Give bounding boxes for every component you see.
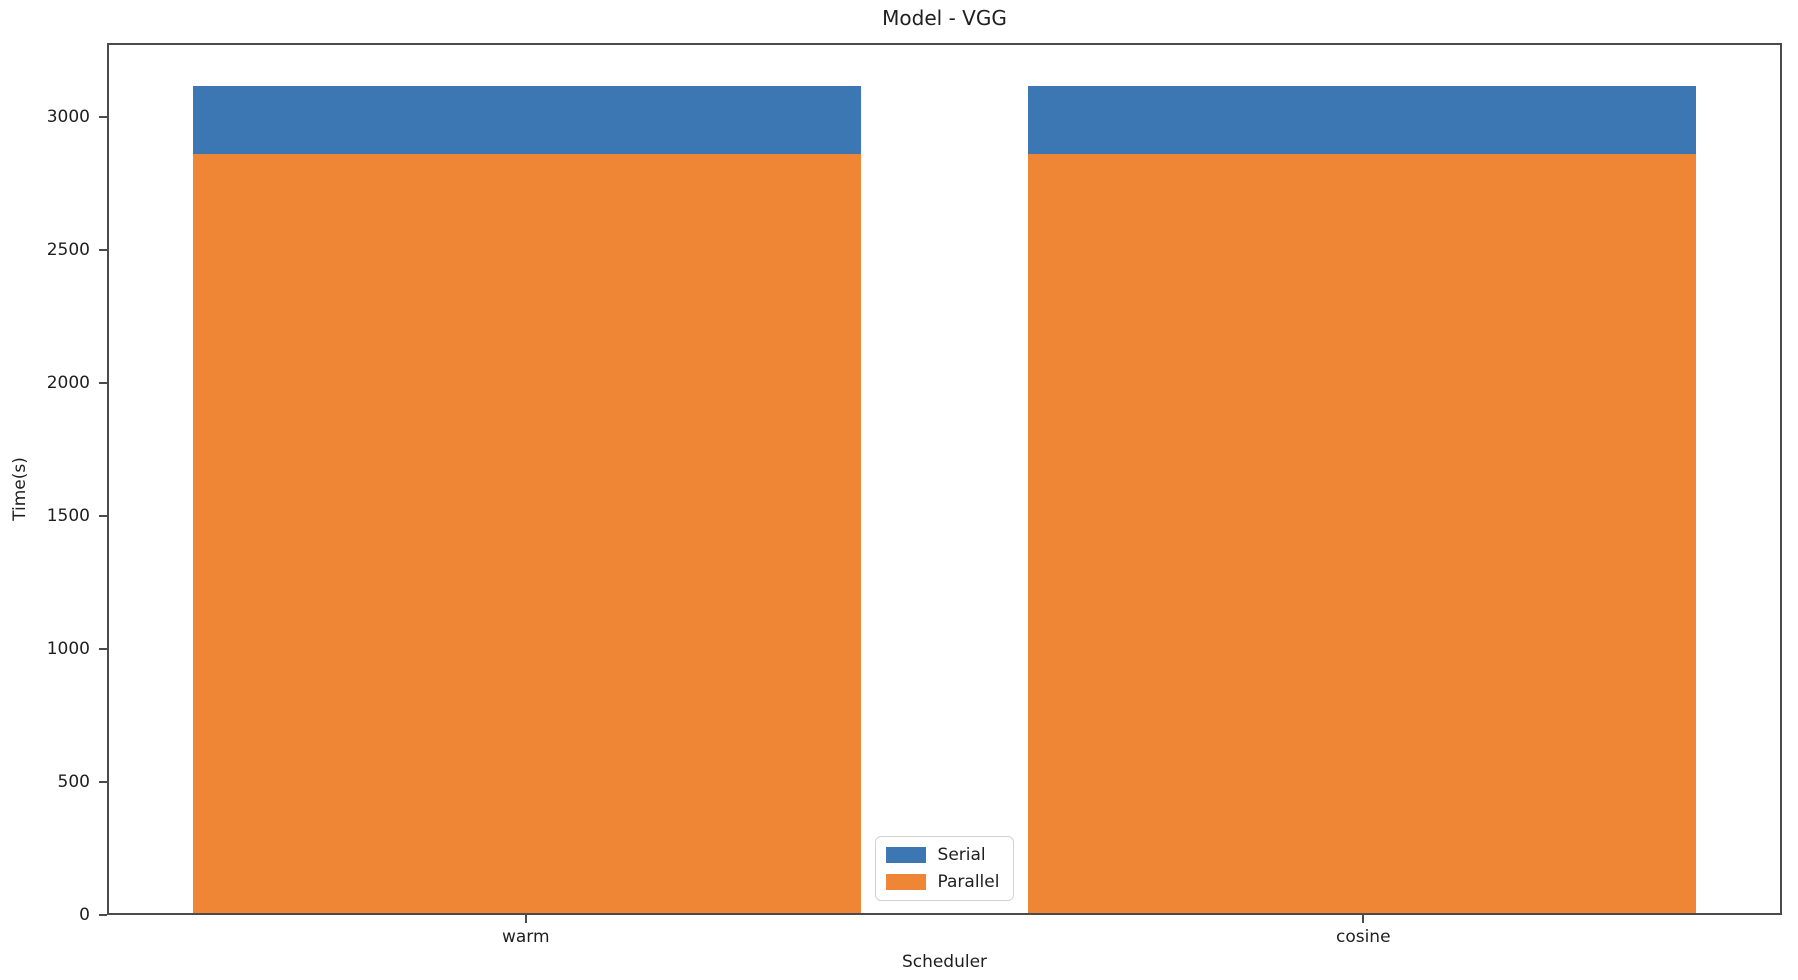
legend-label-parallel: Parallel (937, 872, 1000, 892)
y-tick-label-0: 0 (79, 905, 90, 925)
x-tick-label-cosine: cosine (1335, 927, 1391, 947)
bar-parallel-warm (192, 153, 861, 913)
bars-layer (109, 45, 1780, 913)
legend: Serial Parallel (874, 836, 1015, 901)
y-tick-mark-1000 (99, 648, 107, 651)
y-tick-mark-0 (99, 914, 107, 916)
y-tick-label-1500: 1500 (46, 506, 90, 527)
y-tick-label-500: 500 (57, 772, 90, 793)
x-axis-label: Scheduler (901, 952, 988, 972)
legend-label-serial: Serial (937, 845, 986, 865)
y-axis: 0 500 1000 1500 2000 2500 3000 (0, 43, 107, 925)
bar-parallel-cosine (1028, 153, 1697, 913)
y-tick-mark-500 (99, 781, 107, 784)
y-tick-label-2000: 2000 (46, 373, 90, 394)
parallel-swatch-icon (885, 874, 926, 890)
x-tick-mark-warm (524, 915, 527, 923)
y-axis-label: Time(s) (10, 457, 30, 521)
legend-row-serial: Serial (885, 845, 1000, 865)
chart-title: Model - VGG (882, 6, 1007, 30)
y-tick-mark-3000 (99, 116, 107, 119)
x-tick-mark-cosine (1362, 915, 1365, 923)
y-tick-label-1000: 1000 (46, 639, 90, 660)
x-tick-label-warm: warm (501, 927, 550, 947)
y-tick-mark-2000 (99, 382, 107, 385)
serial-swatch-icon (885, 847, 926, 863)
plot-area: Serial Parallel (107, 43, 1782, 915)
y-tick-label-3000: 3000 (46, 107, 90, 128)
y-tick-mark-1500 (99, 515, 107, 518)
x-axis: warm cosine (107, 915, 1782, 960)
legend-row-parallel: Parallel (885, 872, 1000, 892)
y-tick-mark-2500 (99, 249, 107, 252)
y-tick-label-2500: 2500 (46, 240, 90, 261)
